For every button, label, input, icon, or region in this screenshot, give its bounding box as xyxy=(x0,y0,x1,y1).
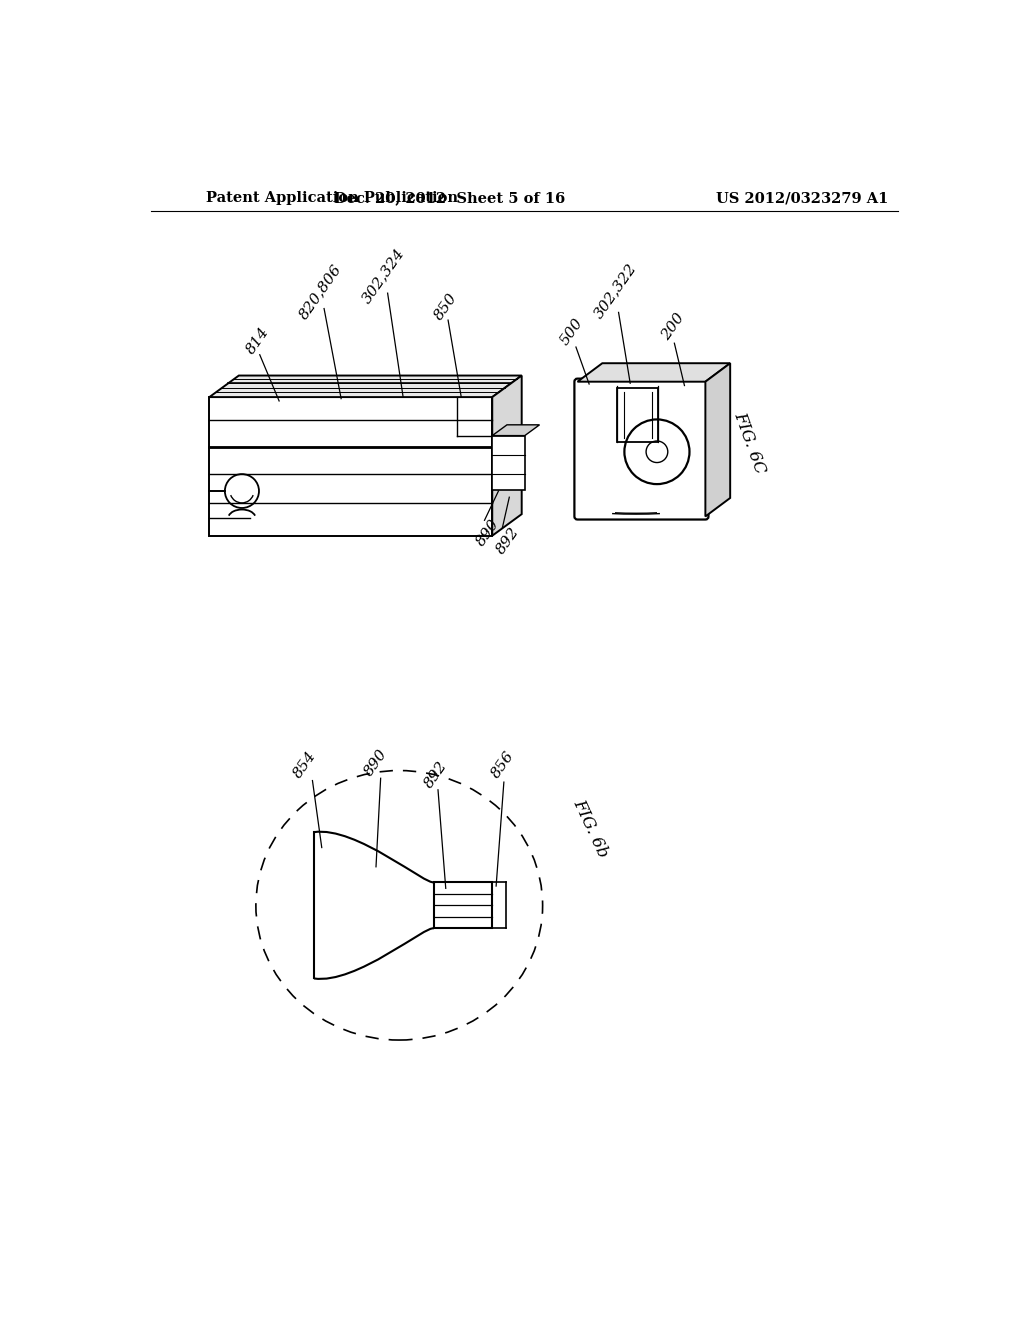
Text: 854: 854 xyxy=(291,750,318,781)
Polygon shape xyxy=(493,376,521,536)
Text: 820,806: 820,806 xyxy=(296,261,344,322)
Text: 814: 814 xyxy=(244,325,271,356)
Text: 892: 892 xyxy=(494,524,522,556)
Text: FIG. 6b: FIG. 6b xyxy=(569,796,611,861)
Polygon shape xyxy=(209,376,521,397)
Text: Dec. 20, 2012  Sheet 5 of 16: Dec. 20, 2012 Sheet 5 of 16 xyxy=(334,191,565,206)
Text: 500: 500 xyxy=(557,315,586,347)
Polygon shape xyxy=(578,363,730,381)
Bar xyxy=(493,436,524,490)
Text: 892: 892 xyxy=(422,759,450,791)
Text: 890: 890 xyxy=(361,747,390,779)
Text: 890: 890 xyxy=(474,516,503,549)
Text: Patent Application Publication: Patent Application Publication xyxy=(206,191,458,206)
Bar xyxy=(617,388,657,442)
Text: 856: 856 xyxy=(489,750,517,781)
Text: 302,322: 302,322 xyxy=(592,261,639,321)
Polygon shape xyxy=(706,363,730,516)
Bar xyxy=(434,882,493,928)
Text: US 2012/0323279 A1: US 2012/0323279 A1 xyxy=(716,191,889,206)
Text: FIG. 6C: FIG. 6C xyxy=(731,411,769,477)
Text: 200: 200 xyxy=(659,310,688,342)
Text: 850: 850 xyxy=(432,290,460,322)
Bar xyxy=(209,397,493,536)
Polygon shape xyxy=(493,425,540,436)
Text: 302,324: 302,324 xyxy=(359,247,408,306)
FancyBboxPatch shape xyxy=(574,379,709,520)
